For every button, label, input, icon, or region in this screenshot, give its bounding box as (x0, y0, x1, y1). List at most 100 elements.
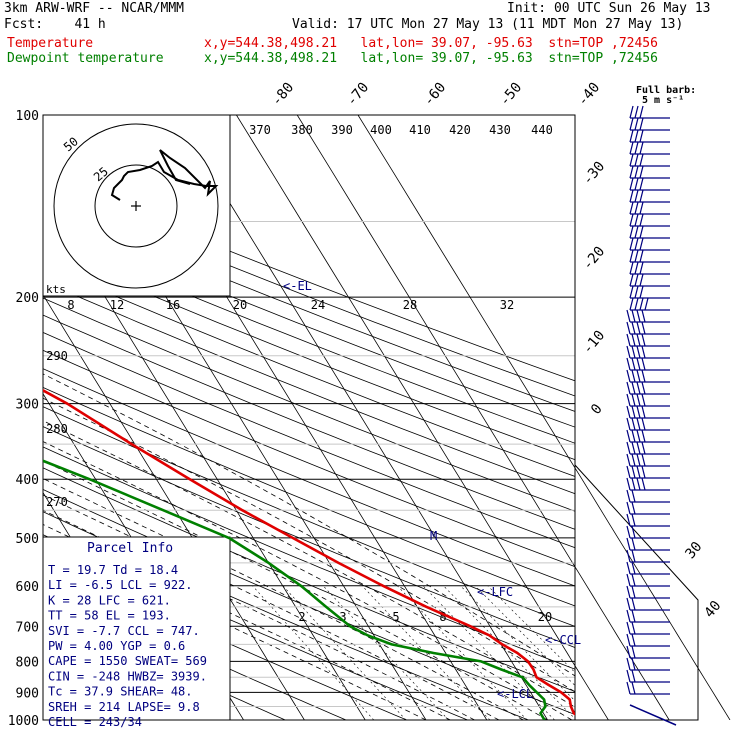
wind-barb (626, 513, 670, 527)
hodograph-inset: 25 50 kts (42, 114, 231, 297)
isotherm-label: -30 (580, 159, 609, 189)
wind-legend: Full barb: 5 m s⁻¹ (636, 85, 696, 106)
wind-barb (629, 201, 670, 215)
wind-barb (626, 429, 670, 443)
wind-barb (626, 321, 670, 335)
wind-barb (629, 153, 670, 167)
wind-barb (629, 165, 670, 179)
wind-barb (629, 225, 670, 239)
wind-barb (626, 405, 670, 419)
wind-barb (629, 213, 670, 227)
mixing-ratio-lower-label: 2 (298, 610, 305, 624)
wind-barb (626, 633, 670, 647)
pressure-tick-label: 500 (16, 532, 39, 547)
mixing-ratio-lower-label: 5 (392, 610, 399, 624)
mixing-ratio-label: 8 (67, 298, 74, 312)
theta-label: 380 (291, 123, 313, 137)
wind-barb (626, 441, 670, 455)
wind-barb (629, 141, 670, 155)
level-markers: <-EL <-LFC <-CCL <-LCL M (283, 279, 581, 701)
mixing-ratio-label: 16 (166, 298, 180, 312)
temperature-location-info: x,y=544.38,498.21 lat,lon= 39.07, -95.63… (204, 36, 658, 51)
wind-barb (626, 669, 670, 683)
mixing-ratio-label: 24 (311, 298, 325, 312)
pressure-tick-label: 200 (16, 291, 39, 306)
pressure-tick-label: 400 (16, 473, 39, 488)
parcel-info-title: Parcel Info (87, 541, 173, 556)
mixing-ratio-label: 20 (233, 298, 247, 312)
theta-label: 430 (489, 123, 511, 137)
pressure-tick-label: 300 (16, 398, 39, 413)
theta-label: 440 (531, 123, 553, 137)
dewpoint-location-info: x,y=544.38,498.21 lat,lon= 39.07, -95.63… (204, 51, 658, 66)
level-marker-lfc: <-LFC (477, 585, 513, 599)
wind-barb (626, 537, 670, 551)
parcel-info-box: Parcel Info T = 19.7 Td = 18.4LI = -6.5 … (42, 536, 231, 729)
theta-left-label: 270 (46, 495, 68, 509)
parcel-info-row: SVI = -7.7 CCL = 747. (48, 624, 200, 638)
wind-barb (629, 117, 670, 131)
wind-barb (626, 357, 670, 371)
pressure-tick-label: 100 (16, 109, 39, 124)
isotherm-label: -20 (580, 244, 609, 274)
wind-barb (626, 381, 670, 395)
wind-barb (629, 129, 670, 143)
mixing-ratio-line (282, 585, 407, 720)
wind-barb-surface (629, 704, 677, 726)
wind-barb (626, 657, 670, 671)
temperature-trace (43, 388, 575, 716)
wind-barb (629, 105, 670, 119)
wind-barb (626, 645, 670, 659)
wind-legend-title: Full barb: (636, 85, 696, 96)
level-marker-lcl: <-LCL (497, 687, 533, 701)
wind-barb (626, 621, 670, 635)
wind-barb (626, 453, 670, 467)
hodograph-unit: kts (46, 283, 66, 296)
isotherm-label: -60 (421, 80, 450, 110)
wind-barb (626, 597, 670, 611)
parcel-info-row: SREH = 214 LAPSE= 9.8 (48, 700, 200, 714)
theta-label: 390 (331, 123, 353, 137)
pressure-tick-label: 800 (16, 655, 39, 670)
isotherm-line (236, 115, 609, 720)
mixing-ratio-lower-label: 8 (439, 610, 446, 624)
isotherm-label: -80 (269, 80, 298, 110)
model-title: 3km ARW-WRF -- NCAR/MMM (4, 1, 185, 16)
wind-barb (626, 681, 670, 695)
parcel-info-row: K = 28 LFC = 621. (48, 593, 171, 607)
wind-barb (629, 177, 670, 191)
wind-barb (626, 561, 670, 575)
mixing-ratio-line (474, 585, 575, 686)
parcel-info-row: TT = 58 EL = 193. (48, 609, 171, 623)
isotherm-label: 0 (588, 401, 606, 418)
parcel-info-row: Tc = 37.9 SHEAR= 48. (48, 685, 193, 699)
wind-barb (626, 465, 670, 479)
forecast-hour: Fcst: 41 h (4, 17, 106, 32)
legend-temperature: Temperature (7, 36, 94, 51)
wind-barb (626, 345, 670, 359)
theta-label: 410 (409, 123, 431, 137)
wind-barb (626, 573, 670, 587)
plot-frame (42, 114, 576, 721)
theta-left-label: 290 (46, 349, 68, 363)
dewpoint-trace (43, 459, 547, 720)
mixing-ratio-lower-label: 3 (339, 610, 346, 624)
wind-barb (629, 237, 670, 251)
wind-barb (626, 369, 670, 383)
parcel-info-row: T = 19.7 Td = 18.4 (48, 563, 178, 577)
hodograph-ring-25 (94, 164, 178, 248)
valid-time: Valid: 17 UTC Mon 27 May 13 (11 MDT Mon … (292, 17, 684, 32)
isotherm-label: 30 (682, 539, 705, 562)
mixing-ratio-label: 32 (500, 298, 514, 312)
wind-barb (629, 273, 670, 287)
mixing-ratio-line (443, 585, 575, 720)
mixing-ratio-label: 28 (403, 298, 417, 312)
wind-barb (626, 525, 670, 539)
level-marker-el: <-EL (283, 279, 312, 293)
isotherm-label: -70 (344, 80, 373, 110)
mixing-ratio-label: 12 (110, 298, 124, 312)
theta-label: 420 (449, 123, 471, 137)
pressure-tick-label: 900 (16, 686, 39, 701)
wind-legend-value: 5 m s⁻¹ (642, 95, 684, 106)
